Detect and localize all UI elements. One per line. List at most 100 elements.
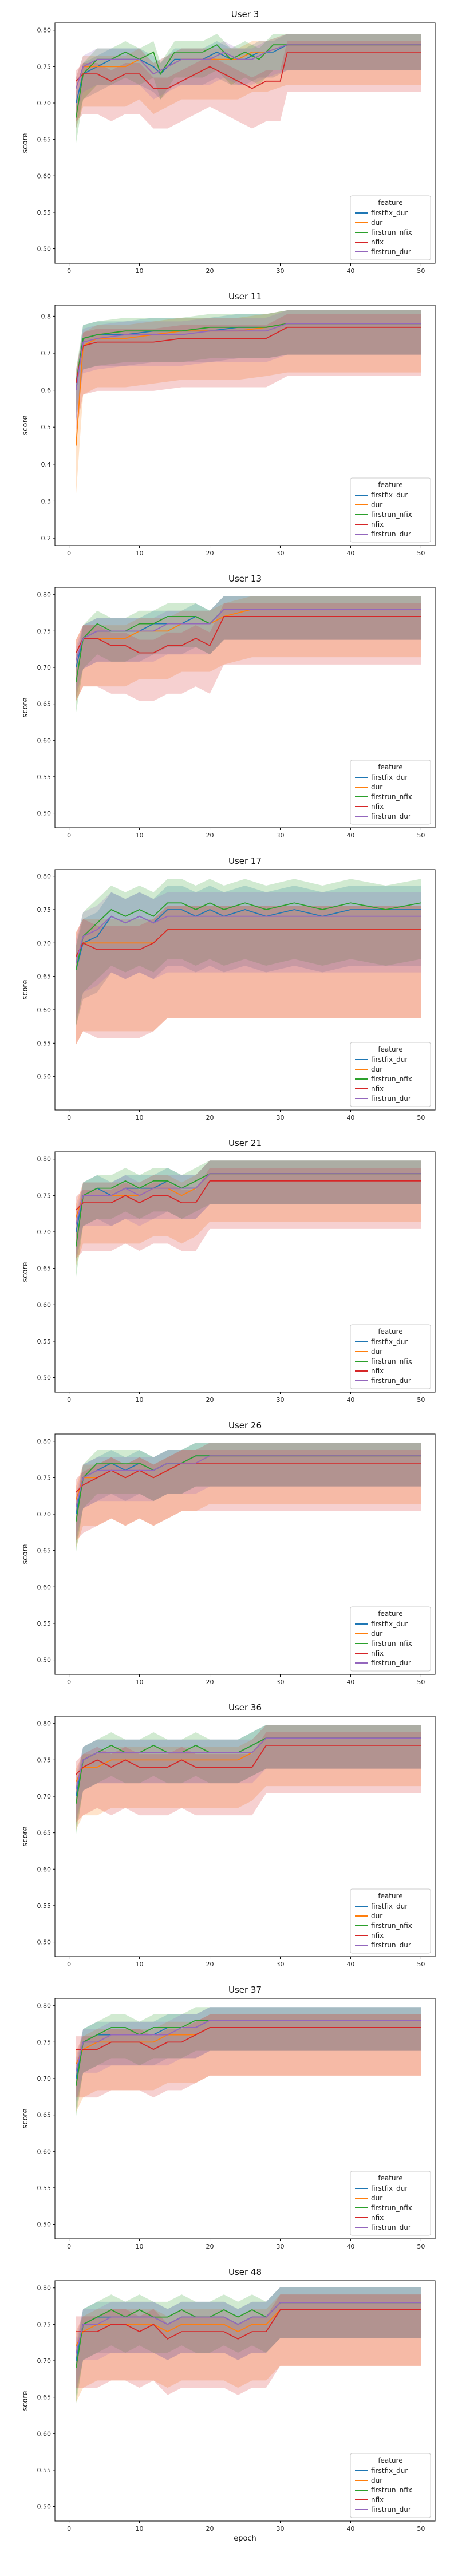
band-firstrun_nfix <box>76 1443 421 1552</box>
y-tick-label: 0.75 <box>37 1192 52 1199</box>
x-tick-label: 20 <box>206 2525 214 2532</box>
legend-item-label: nfix <box>371 803 384 811</box>
x-tick-label: 30 <box>276 1114 284 1121</box>
x-tick-label: 30 <box>276 550 284 557</box>
legend-title: feature <box>378 763 402 771</box>
panel-3: User 13 0.50 0.55 0.60 0.65 0.70 0.75 0.80 0 10 20… <box>21 574 436 839</box>
axes-frame <box>54 1716 436 1957</box>
panel-title: User 11 <box>228 291 262 302</box>
legend-item-label: dur <box>371 2194 382 2202</box>
legend-item-label: firstrun_dur <box>371 530 411 538</box>
y-tick-label: 0.65 <box>37 2112 52 2119</box>
band-dur <box>76 906 421 1045</box>
band-firstrun_nfix <box>76 34 421 143</box>
y-tick-label: 0.4 <box>41 461 52 468</box>
legend-item-label: firstfix_dur <box>371 1338 408 1346</box>
band-firstrun_nfix <box>76 879 421 1026</box>
y-tick-label: 0.75 <box>37 1474 52 1481</box>
band-dur <box>76 1725 421 1830</box>
y-tick-label: 0.5 <box>41 424 52 431</box>
y-tick-label: 0.50 <box>37 1939 52 1946</box>
legend-title: feature <box>378 199 402 207</box>
panel-6: User 26 0.50 0.55 0.60 0.65 0.70 0.75 0.80 0 10 20… <box>21 1420 436 1686</box>
legend-item-label: firstrun_dur <box>371 248 411 256</box>
x-tick-label: 20 <box>206 1114 214 1121</box>
x-tick-label: 40 <box>346 1114 354 1121</box>
band-firstrun_nfix <box>76 596 421 713</box>
x-tick-label: 10 <box>136 1114 144 1121</box>
y-tick-label: 0.50 <box>37 2221 52 2229</box>
legend-item-label: nfix <box>371 520 384 528</box>
x-tick-label: 0 <box>67 832 71 839</box>
x-tick-label: 30 <box>276 1678 284 1686</box>
x-tick-label: 30 <box>276 832 284 839</box>
x-tick-label: 0 <box>67 550 71 557</box>
x-tick-label: 10 <box>136 1961 144 1968</box>
legend: featurefirstfix_durdurfirstrun_nfixnfixf… <box>350 1324 431 1389</box>
y-axis-label: score <box>21 1827 30 1847</box>
y-tick-label: 0.60 <box>37 737 52 744</box>
legend-box <box>350 195 431 260</box>
y-tick-label: 0.60 <box>37 1301 52 1309</box>
x-tick-label: 40 <box>346 2243 354 2250</box>
x-tick-label: 50 <box>417 267 425 275</box>
legend-item-label: firstfix_dur <box>371 2467 408 2475</box>
x-tick-label: 20 <box>206 1396 214 1404</box>
y-tick-label: 0.75 <box>37 627 52 635</box>
band-dur <box>76 596 421 701</box>
y-tick-label: 0.80 <box>37 2002 52 2010</box>
x-tick-label: 30 <box>276 267 284 275</box>
band-nfix <box>76 1732 421 1823</box>
y-tick-label: 0.60 <box>37 2148 52 2155</box>
x-axis-label: epoch <box>234 2534 256 2543</box>
band-firstfix_dur <box>76 34 421 129</box>
x-tick-label: 10 <box>136 1396 144 1404</box>
band-dur <box>76 1160 421 1266</box>
band-dur <box>76 310 421 495</box>
y-tick-label: 0.3 <box>41 497 52 505</box>
legend-item-label: firstfix_dur <box>371 1056 408 1064</box>
y-tick-label: 0.75 <box>37 63 52 70</box>
legend-item-label: firstfix_dur <box>371 1902 408 1910</box>
x-tick-label: 40 <box>346 1396 354 1404</box>
x-tick-label: 0 <box>67 1678 71 1686</box>
band-dur <box>76 2014 421 2112</box>
x-tick-label: 50 <box>417 2525 425 2532</box>
legend-item-label: nfix <box>371 2496 384 2504</box>
y-tick-label: 0.65 <box>37 1265 52 1273</box>
panel-8: User 37 0.50 0.55 0.60 0.65 0.70 0.75 0.80 0 10 20… <box>21 1985 436 2250</box>
legend-item-label: firstrun_dur <box>371 2223 411 2231</box>
line-nfix <box>76 326 421 383</box>
legend-title: feature <box>378 481 402 489</box>
x-tick-label: 30 <box>276 2525 284 2532</box>
legend: featurefirstfix_durdurfirstrun_nfixnfixf… <box>350 1888 431 1954</box>
band-firstrun_nfix <box>76 2287 421 2404</box>
legend-item-label: dur <box>371 1348 382 1356</box>
line-firstrun_dur <box>76 2020 421 2072</box>
y-tick-label: 0.55 <box>37 2467 52 2474</box>
y-tick-label: 0.55 <box>37 1040 52 1047</box>
axes-frame <box>54 1151 436 1393</box>
line-firstrun_dur <box>76 915 421 963</box>
panel-title: User 26 <box>228 1420 262 1431</box>
x-tick-label: 20 <box>206 2243 214 2250</box>
legend-item-label: firstrun_dur <box>371 812 411 820</box>
legend-item-label: firstrun_nfix <box>371 1922 412 1930</box>
panel-5: User 21 0.50 0.55 0.60 0.65 0.70 0.75 0.80 0 10 20… <box>21 1138 436 1404</box>
y-tick-label: 0.75 <box>37 1756 52 1764</box>
y-tick-label: 0.65 <box>37 973 52 981</box>
y-tick-label: 0.55 <box>37 1338 52 1345</box>
legend-item-label: nfix <box>371 1931 384 1939</box>
x-tick-label: 20 <box>206 832 214 839</box>
legend-item-label: firstfix_dur <box>371 2184 408 2192</box>
x-tick-label: 10 <box>136 267 144 275</box>
legend-item-label: firstrun_nfix <box>371 1639 412 1647</box>
band-nfix <box>76 41 421 129</box>
x-tick-label: 20 <box>206 1961 214 1968</box>
x-tick-label: 20 <box>206 550 214 557</box>
y-tick-label: 0.70 <box>37 1511 52 1518</box>
band-nfix <box>76 906 421 1045</box>
y-tick-label: 0.80 <box>37 1438 52 1445</box>
y-tick-label: 0.65 <box>37 1547 52 1555</box>
legend-item-label: firstfix_dur <box>371 491 408 499</box>
